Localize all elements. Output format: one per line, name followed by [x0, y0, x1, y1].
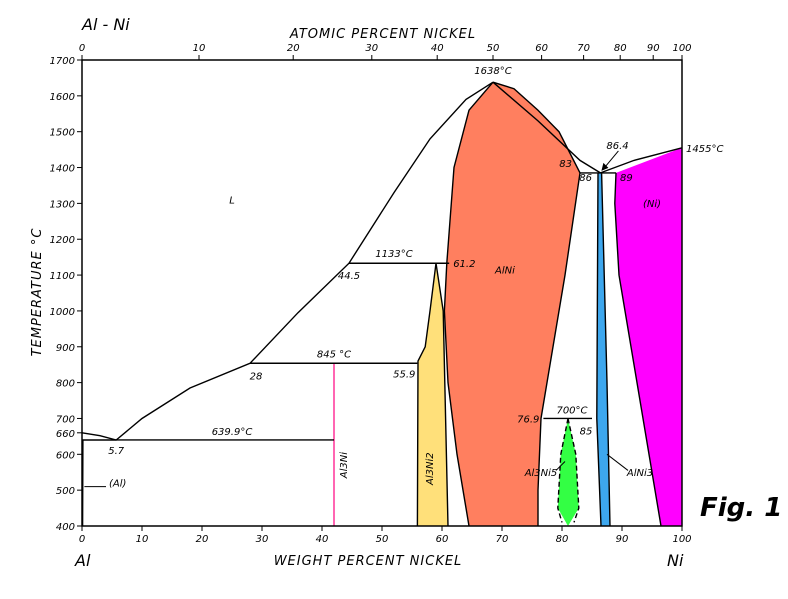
top-tick-label: 70	[577, 43, 590, 54]
phase-label-al-ss: (Al)	[109, 479, 126, 490]
al3ni2-left	[416, 263, 437, 527]
x-tick-label: 20	[196, 534, 209, 545]
phase-label-al3ni5: Al3Ni5	[524, 468, 558, 479]
x-tick-label: 40	[316, 534, 329, 545]
x-tick-label: 50	[376, 534, 389, 545]
y-tick-label: 900	[56, 343, 75, 354]
annotation-label: L	[229, 195, 235, 206]
annotation-label: 1455°C	[686, 144, 723, 155]
annotation-label: 55.9	[393, 369, 415, 380]
phase-label-ni-ss: (Ni)	[643, 199, 661, 210]
y-tick-label: 1600	[50, 92, 75, 103]
y-tick-label: 1500	[50, 128, 75, 139]
annotation-label: 639.9°C	[212, 427, 253, 438]
x-tick-label: 10	[136, 534, 149, 545]
annotation-label: 89	[620, 173, 633, 184]
x-tick-label: 80	[556, 534, 569, 545]
x-tick-label: 100	[672, 534, 691, 545]
phase-region-alni	[444, 82, 580, 526]
y-tick-label: 1200	[50, 235, 75, 246]
phase-region-al3ni2	[417, 263, 448, 526]
phase-boundaries	[81, 81, 683, 527]
figure-label: Fig. 1	[700, 493, 782, 523]
y-tick-label: 1400	[50, 164, 75, 175]
alni3-left	[596, 172, 602, 527]
top-tick-label: 10	[193, 43, 206, 54]
system-label: Al - Ni	[81, 15, 130, 34]
annotation-label: 845 °C	[317, 349, 351, 360]
element-left-label: Al	[74, 551, 91, 570]
phase-label-alni3: AlNi3	[626, 468, 653, 479]
y-tick-label: 700	[56, 414, 75, 425]
axis-ticks	[77, 55, 683, 531]
annotation-label: 83	[559, 159, 572, 170]
y-axis-title: TEMPERATURE °C	[30, 228, 45, 357]
al3ni2-right	[435, 263, 449, 527]
top-tick-label: 0	[79, 43, 85, 54]
plot-frame	[81, 59, 683, 527]
annotation-label: 700°C	[556, 405, 587, 416]
bottom-axis-title: WEIGHT PERCENT NICKEL	[274, 554, 463, 569]
phase-fills	[82, 82, 682, 527]
al3ni5-right	[567, 418, 580, 523]
x-tick-label: 0	[79, 534, 85, 545]
y-tick-label: 600	[56, 450, 75, 461]
annotations: 1638°C 1133°C 845 °C 639.9°C 700°C 1455°C 86.4…	[84, 66, 723, 490]
phase-region-ni-ss	[614, 147, 682, 527]
y-tick-label: 400	[56, 522, 75, 533]
x-tick-label: 30	[256, 534, 269, 545]
y-tick-label: 1000	[50, 307, 75, 318]
y-tick-label: 660	[56, 429, 75, 440]
annotation-label: 44.5	[338, 271, 360, 282]
annotation-label: 86.4	[606, 141, 628, 152]
phase-region-alni3	[596, 172, 610, 526]
top-tick-label: 50	[487, 43, 500, 54]
liquidus-left	[81, 81, 494, 441]
annotation-label: 61.2	[453, 259, 475, 270]
annotation-label: 28	[250, 371, 263, 382]
top-tick-label: 90	[647, 43, 660, 54]
top-tick-label: 30	[365, 43, 378, 54]
y-tick-label: 1100	[50, 271, 75, 282]
x-tick-label: 60	[436, 534, 449, 545]
annotation-label: 85	[580, 426, 593, 437]
annotation-label: 86	[579, 173, 592, 184]
arrow-head	[601, 162, 609, 171]
phase-region-al3ni5	[557, 418, 579, 526]
tick-labels: 0 10 20 30 40 50 60 70 80 90 1000 10 20 30 40 50 60 70 80 9…	[50, 43, 692, 545]
top-tick-label: 40	[431, 43, 444, 54]
alni-right-boundary	[492, 81, 581, 526]
phase-label-alni: AlNi	[494, 265, 515, 276]
liquidus-ni	[600, 147, 683, 174]
top-tick-label: 80	[614, 43, 627, 54]
top-tick-label: 100	[672, 43, 691, 54]
annotation-label: 76.9	[517, 414, 539, 425]
x-tick-label: 90	[616, 534, 629, 545]
annotation-label: 1638°C	[474, 66, 511, 77]
annotation-label: 5.7	[108, 446, 125, 457]
y-tick-label: 1300	[50, 199, 75, 210]
alni-left-boundary	[443, 81, 494, 527]
y-tick-label: 800	[56, 379, 75, 390]
liquidus-alni-right	[492, 81, 601, 174]
annotation-label: 1133°C	[375, 249, 412, 260]
al3ni5-left	[557, 418, 569, 523]
y-tick-label: 1700	[50, 56, 75, 67]
y-tick-label: 500	[56, 486, 75, 497]
arrow-al3ni5	[555, 461, 566, 471]
top-tick-label: 20	[287, 43, 300, 54]
x-tick-label: 70	[496, 534, 509, 545]
element-right-label: Ni	[667, 551, 684, 570]
top-axis-title: ATOMIC PERCENT NICKEL	[289, 27, 476, 42]
top-tick-label: 60	[535, 43, 548, 54]
ni-solvus	[614, 172, 662, 527]
phase-label-al3ni2: Al3Ni2	[425, 452, 436, 486]
phase-label-al3ni: Al3Ni	[339, 452, 350, 479]
alni3-right	[600, 172, 611, 527]
arrow-alni3	[606, 453, 629, 471]
